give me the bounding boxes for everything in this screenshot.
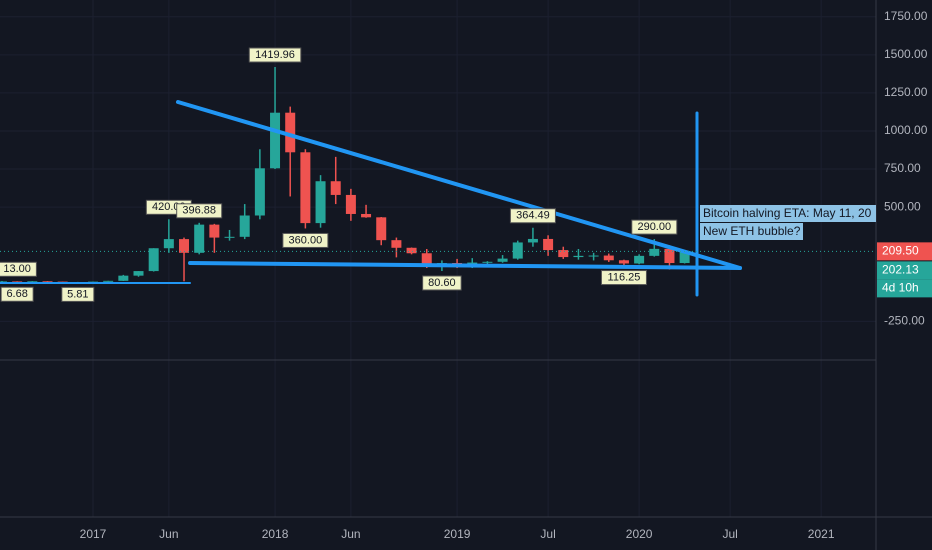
y-tick-label: 750.00 [884, 161, 921, 175]
y-tick-label: 1500.00 [884, 47, 928, 61]
candle-body [209, 224, 220, 238]
candle-body [376, 217, 387, 241]
candle-body [512, 242, 523, 259]
candle-body [239, 215, 250, 237]
candle-body [649, 248, 660, 256]
pivot-label: 1419.96 [255, 49, 295, 61]
candle-body [224, 236, 235, 238]
pivot-label: 290.00 [637, 221, 671, 233]
candle-body [315, 181, 326, 224]
trendline-upper [176, 100, 742, 270]
pivot-box [422, 275, 462, 291]
ma-price-label: 202.13 [882, 263, 919, 277]
last-price-label: 209.50 [882, 244, 919, 258]
candle-body [588, 255, 599, 257]
candle-body [254, 168, 265, 216]
x-tick-label: Jul [722, 527, 737, 541]
pivot-label: 116.25 [608, 271, 641, 283]
y-tick-label: 1750.00 [884, 9, 928, 23]
drawings [0, 100, 742, 297]
candle-body [361, 213, 372, 218]
annotation-box [700, 205, 876, 222]
candle-body [664, 248, 675, 264]
x-tick-label: Jun [159, 527, 178, 541]
candle-body [497, 258, 508, 262]
candle-body [345, 194, 356, 214]
countdown-tag [877, 279, 932, 298]
x-tick-label: 2021 [808, 527, 835, 541]
candle-body [391, 240, 402, 248]
candle-body [300, 152, 311, 224]
pivot-box [176, 203, 223, 219]
pivot-box [0, 286, 34, 302]
pivot-box [509, 208, 556, 224]
candle-body [421, 253, 432, 267]
pivot-label: 80.60 [428, 277, 456, 289]
x-tick-label: 2018 [262, 527, 289, 541]
pivot-label: 396.88 [182, 205, 216, 217]
candle-body [118, 275, 129, 281]
trendline-lower [188, 261, 742, 270]
pivot-label: 360.00 [289, 234, 323, 246]
candle-body [133, 271, 144, 276]
candle-body [618, 260, 629, 264]
pivot-box [248, 47, 302, 63]
pivot-label: 5.81 [67, 288, 88, 300]
pivot-label: 13.00 [3, 263, 31, 275]
candle-body [0, 281, 7, 283]
candle-body [482, 261, 493, 263]
candle-body [330, 181, 341, 195]
candle-body [163, 239, 174, 249]
annotation: New ETH bubble? [703, 224, 801, 238]
x-tick-label: 2019 [444, 527, 471, 541]
pivot-box [0, 261, 37, 277]
candle-body [558, 250, 569, 258]
candle-body [573, 255, 584, 258]
candle-body [42, 281, 53, 283]
candle-body [527, 238, 538, 243]
candle-body [543, 238, 554, 251]
candle-body [194, 224, 205, 253]
candle-body [406, 247, 417, 254]
candle-body [285, 112, 296, 153]
x-tick-label: 2017 [80, 527, 107, 541]
candle-body [12, 281, 23, 283]
candle-body [679, 251, 690, 264]
candle-body [603, 255, 614, 261]
annotation: Bitcoin halving ETA: May 11, 20 [703, 206, 872, 220]
y-tick-label: 1250.00 [884, 85, 928, 99]
candle-body [270, 112, 281, 169]
candle-body [179, 239, 190, 253]
annotation-box [700, 223, 803, 240]
x-tick-label: Jun [341, 527, 360, 541]
x-tick-label: Jul [540, 527, 555, 541]
pivot-label: 364.49 [516, 210, 550, 222]
candle-body [27, 281, 38, 283]
x-tick-label: 2020 [626, 527, 653, 541]
candle-body [634, 255, 645, 264]
candle-body [148, 248, 159, 272]
candle-body [103, 280, 114, 282]
pivot-box [631, 219, 678, 235]
ma-price-tag [877, 261, 932, 280]
y-tick-label: 500.00 [884, 199, 921, 213]
last-price-tag [877, 242, 932, 261]
pivot-box [282, 232, 329, 248]
y-tick-label: 1000.00 [884, 123, 928, 137]
countdown-label: 4d 10h [882, 281, 919, 295]
pivot-label: 6.68 [6, 288, 27, 300]
pivot-box [600, 270, 647, 286]
pivot-box [61, 286, 95, 302]
y-tick-label: -250.00 [884, 314, 925, 328]
